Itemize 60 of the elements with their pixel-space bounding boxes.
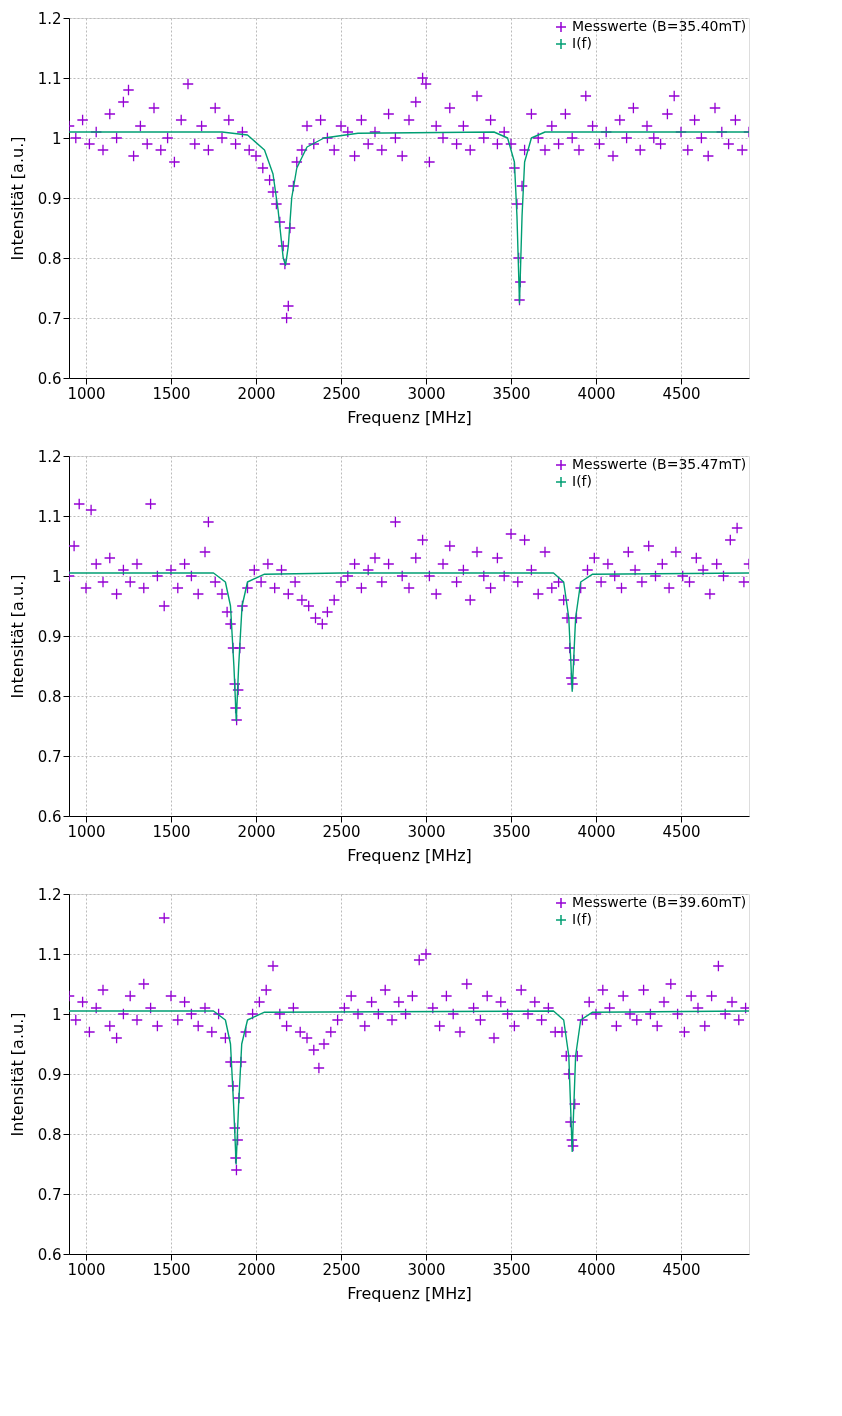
x-tick-label: 2500 <box>322 1260 361 1279</box>
line-series <box>69 572 749 722</box>
x-tick-label: 3500 <box>492 1260 531 1279</box>
x-axis-title: Frequenz [MHz] <box>347 407 472 427</box>
x-tick-label: 2500 <box>322 822 361 841</box>
y-tick-label: 1.1 <box>37 69 62 88</box>
y-tick-label: 0.8 <box>37 1125 62 1144</box>
x-tick-label: 1000 <box>67 384 106 403</box>
legend-label: I(f) <box>572 911 592 927</box>
line-series <box>69 1010 749 1165</box>
x-tick-label: 1500 <box>152 1260 191 1279</box>
legend-label: Messwerte (B=35.40mT) <box>572 18 747 34</box>
x-tick-label: 1000 <box>67 1260 106 1279</box>
x-tick-label: 2500 <box>322 384 361 403</box>
y-tick-label: 0.9 <box>37 189 62 208</box>
x-tick-label: 4500 <box>662 384 701 403</box>
y-axis-title: Intensität [a.u.] <box>7 136 27 261</box>
x-tick-label: 1000 <box>67 822 106 841</box>
x-tick-label: 4000 <box>577 1260 616 1279</box>
x-tick-label: 2000 <box>237 822 276 841</box>
y-tick-label: 0.6 <box>37 369 62 388</box>
y-tick-label: 1.2 <box>37 447 62 466</box>
x-tick-label: 1500 <box>152 822 191 841</box>
x-tick-label: 4500 <box>662 822 701 841</box>
line-series <box>69 131 749 304</box>
x-tick-label: 4500 <box>662 1260 701 1279</box>
y-tick-label: 0.6 <box>37 807 62 826</box>
x-tick-label: 1500 <box>152 384 191 403</box>
y-tick-label: 1.1 <box>37 507 62 526</box>
y-tick-label: 0.8 <box>37 249 62 268</box>
x-tick-label: 4000 <box>577 822 616 841</box>
y-tick-label: 1 <box>51 567 62 586</box>
y-axis-title: Intensität [a.u.] <box>7 574 27 699</box>
x-tick-label: 4000 <box>577 384 616 403</box>
legend-label: Messwerte (B=39.60mT) <box>572 894 747 910</box>
x-axis-title: Frequenz [MHz] <box>347 1283 472 1303</box>
y-tick-label: 1.1 <box>37 945 62 964</box>
y-tick-label: 0.9 <box>37 1065 62 1084</box>
y-tick-label: 1.2 <box>37 885 62 904</box>
y-tick-label: 1.2 <box>37 9 62 28</box>
x-tick-label: 3000 <box>407 1260 446 1279</box>
y-tick-label: 0.7 <box>37 309 62 328</box>
x-tick-label: 3000 <box>407 822 446 841</box>
y-tick-label: 1 <box>51 129 62 148</box>
y-tick-label: 0.7 <box>37 747 62 766</box>
y-tick-label: 0.7 <box>37 1185 62 1204</box>
y-axis-title: Intensität [a.u.] <box>7 1012 27 1137</box>
x-tick-label: 2000 <box>237 1260 276 1279</box>
x-tick-label: 3000 <box>407 384 446 403</box>
y-tick-label: 0.8 <box>37 687 62 706</box>
y-tick-label: 1 <box>51 1005 62 1024</box>
y-tick-label: 0.6 <box>37 1245 62 1264</box>
x-tick-label: 2000 <box>237 384 276 403</box>
legend-label: I(f) <box>572 473 592 489</box>
x-tick-label: 3500 <box>492 822 531 841</box>
x-axis-title: Frequenz [MHz] <box>347 845 472 865</box>
y-tick-label: 0.9 <box>37 627 62 646</box>
x-tick-label: 3500 <box>492 384 531 403</box>
legend-label: I(f) <box>572 35 592 51</box>
legend-label: Messwerte (B=35.47mT) <box>572 456 747 472</box>
